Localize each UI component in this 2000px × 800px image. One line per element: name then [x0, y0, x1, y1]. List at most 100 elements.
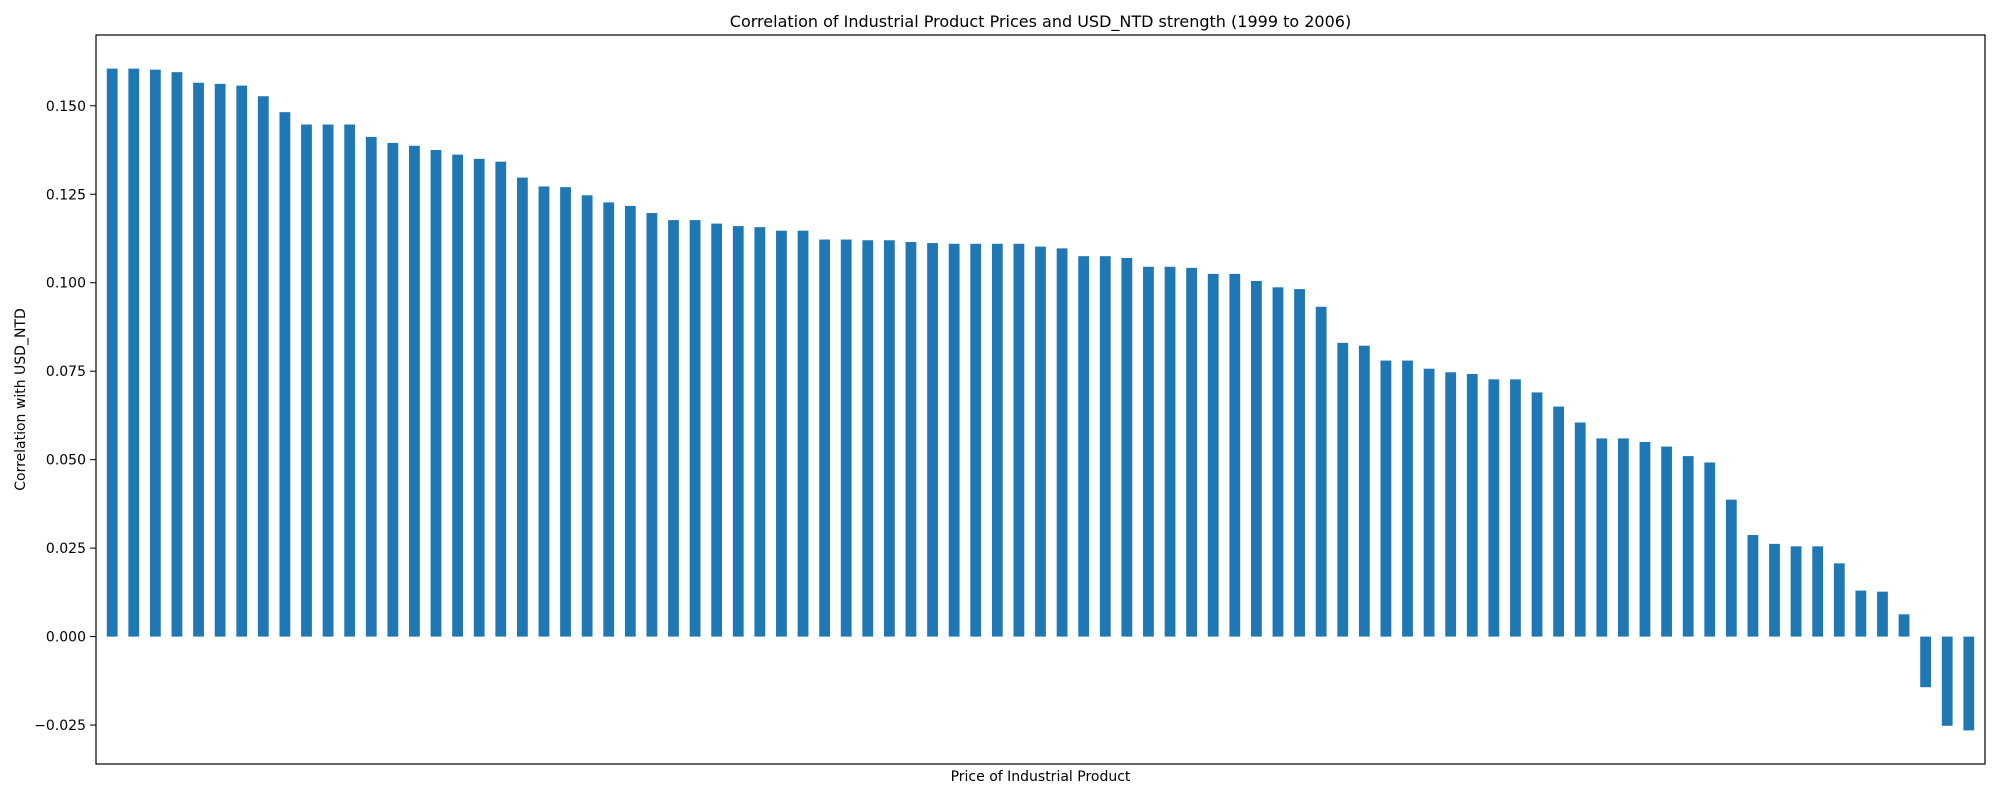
bar — [1466, 374, 1478, 637]
bar — [322, 124, 334, 637]
bar — [1294, 289, 1305, 637]
bar — [1121, 257, 1133, 637]
bar — [711, 223, 723, 637]
bar — [1358, 345, 1370, 637]
bar — [193, 82, 204, 637]
bar — [1229, 273, 1241, 637]
bar — [1531, 392, 1543, 637]
bar — [581, 195, 593, 637]
y-axis-ticks: −0.025 0.000 0.025 0.050 0.075 0.100 0.125 0.15… — [34, 99, 96, 734]
chart-title: Correlation of Industrial Product Prices… — [730, 12, 1351, 32]
bars-group — [106, 68, 1975, 731]
y-tick-label: 0.100 — [46, 276, 86, 292]
plot-frame — [95, 34, 1986, 765]
bar — [365, 136, 377, 637]
bar — [1704, 462, 1716, 637]
bar — [1617, 438, 1629, 637]
y-tick-label: 0.125 — [46, 187, 86, 203]
bar — [214, 83, 226, 637]
bar — [1790, 546, 1802, 637]
bar — [1056, 248, 1068, 637]
bar — [430, 150, 442, 637]
bar — [862, 240, 874, 637]
bar — [452, 154, 463, 637]
bar — [1725, 499, 1737, 637]
y-tick-label: −0.025 — [34, 718, 86, 734]
bar — [840, 239, 852, 637]
bar — [1898, 614, 1910, 637]
bar — [1035, 246, 1046, 637]
bar — [927, 243, 938, 637]
bar — [1920, 636, 1932, 688]
bar — [1099, 256, 1111, 637]
bar — [646, 213, 658, 637]
bar — [1423, 368, 1435, 637]
bar — [236, 85, 248, 637]
bar — [516, 177, 528, 637]
bar — [1164, 266, 1176, 637]
bar — [1510, 379, 1521, 637]
bar — [495, 161, 507, 637]
bar — [1682, 456, 1694, 637]
bar — [1596, 438, 1608, 637]
bar — [603, 202, 615, 637]
bar — [1747, 535, 1759, 637]
bar — [560, 187, 571, 637]
bar — [1380, 360, 1392, 637]
bar — [1445, 372, 1457, 637]
bar — [106, 68, 118, 637]
bar — [1272, 287, 1284, 637]
bar — [1207, 273, 1219, 637]
bar — [387, 142, 399, 637]
y-tick-label: 0.000 — [46, 630, 86, 646]
bar — [668, 220, 679, 637]
bar — [473, 158, 485, 637]
bar — [1337, 342, 1349, 637]
bar — [819, 239, 831, 637]
bar — [991, 243, 1003, 637]
bar — [149, 69, 161, 637]
bar — [538, 186, 550, 637]
bar — [344, 124, 356, 637]
bar — [689, 220, 701, 637]
bar — [1553, 406, 1565, 637]
bar — [1963, 636, 1975, 731]
bar — [128, 68, 140, 637]
x-axis-label: Price of Industrial Product — [951, 769, 1131, 785]
y-tick-label: 0.150 — [46, 99, 86, 115]
bar — [905, 242, 917, 637]
y-tick-label: 0.075 — [46, 364, 86, 380]
bar — [1250, 280, 1262, 637]
bar — [1078, 256, 1090, 637]
bar — [1769, 543, 1780, 637]
y-tick-label: 0.050 — [46, 453, 86, 469]
bar — [883, 240, 895, 637]
bar — [948, 243, 960, 637]
bar — [1661, 446, 1672, 637]
bar — [797, 230, 809, 637]
bar — [754, 227, 766, 637]
bar — [1812, 546, 1824, 637]
bar — [732, 226, 744, 637]
bar — [257, 96, 269, 637]
bar — [279, 112, 291, 637]
bar — [1877, 591, 1888, 637]
bar — [776, 230, 787, 637]
bar — [1143, 266, 1154, 637]
bar — [970, 243, 982, 637]
bar — [409, 145, 420, 637]
bar — [1186, 267, 1198, 637]
bar — [301, 124, 312, 637]
bar — [1941, 636, 1953, 726]
bar — [1639, 441, 1651, 637]
bar — [1855, 590, 1867, 637]
bar — [1013, 243, 1025, 637]
bar — [171, 72, 183, 637]
y-tick-label: 0.025 — [46, 541, 86, 557]
y-axis-label: Correlation with USD_NTD — [13, 308, 29, 491]
bar — [1574, 422, 1586, 637]
bar — [1315, 306, 1327, 637]
bar — [1402, 360, 1413, 637]
bar — [624, 205, 636, 637]
